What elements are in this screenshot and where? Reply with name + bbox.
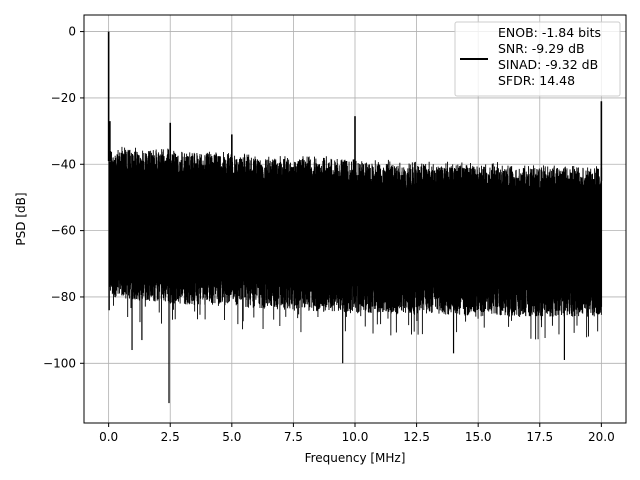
x-axis-label: Frequency [MHz] bbox=[305, 451, 406, 465]
x-tick-label: 17.5 bbox=[526, 430, 553, 444]
legend-enob: ENOB: -1.84 bits bbox=[498, 25, 601, 40]
y-tick-label: −40 bbox=[51, 157, 76, 171]
y-tick-label: 0 bbox=[68, 25, 76, 39]
x-axis-ticks: 0.0 2.5 5.0 7.5 10.0 12.5 15.0 17.5 20.0 bbox=[99, 423, 615, 444]
y-tick-label: −80 bbox=[51, 290, 76, 304]
legend-sfdr: SFDR: 14.48 bbox=[498, 73, 575, 88]
x-tick-label: 7.5 bbox=[284, 430, 303, 444]
legend-sinad: SINAD: -9.32 dB bbox=[498, 57, 598, 72]
x-tick-label: 10.0 bbox=[342, 430, 369, 444]
y-tick-label: −100 bbox=[43, 356, 76, 370]
legend-snr: SNR: -9.29 dB bbox=[498, 41, 585, 56]
y-axis-label: PSD [dB] bbox=[14, 192, 28, 245]
x-tick-label: 12.5 bbox=[403, 430, 430, 444]
x-tick-label: 5.0 bbox=[222, 430, 241, 444]
x-tick-label: 15.0 bbox=[465, 430, 492, 444]
x-tick-label: 0.0 bbox=[99, 430, 118, 444]
psd-noise-floor bbox=[109, 146, 602, 340]
y-axis-ticks: 0 −20 −40 −60 −80 −100 bbox=[43, 25, 84, 370]
y-tick-label: −20 bbox=[51, 91, 76, 105]
legend-box bbox=[454, 21, 621, 97]
y-tick-label: −60 bbox=[51, 224, 76, 238]
x-tick-label: 2.5 bbox=[161, 430, 180, 444]
psd-trace bbox=[107, 31, 603, 404]
x-tick-label: 20.0 bbox=[588, 430, 615, 444]
legend: ENOB: -1.84 bits SNR: -9.29 dB SINAD: -9… bbox=[454, 21, 621, 97]
